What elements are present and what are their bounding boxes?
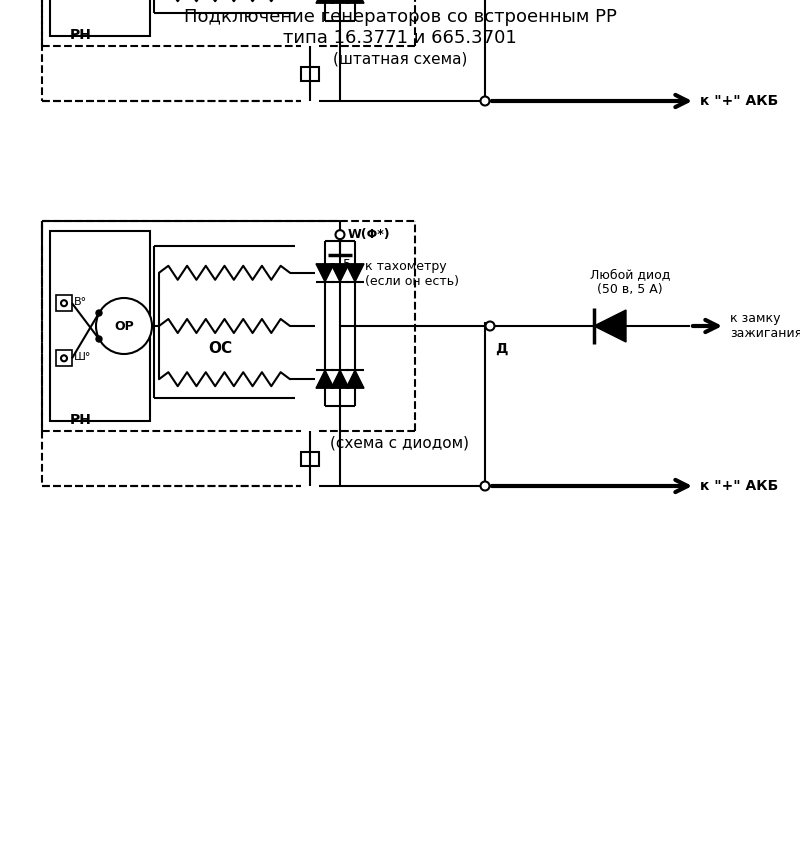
Text: В°: В° bbox=[74, 297, 87, 307]
Text: Лампа
"Зарядки нет"
5w 12v: Лампа "Зарядки нет" 5w 12v bbox=[541, 0, 630, 2]
Text: Подключение генераторов со встроенным РР: Подключение генераторов со встроенным РР bbox=[183, 8, 617, 26]
Polygon shape bbox=[346, 370, 364, 388]
Polygon shape bbox=[316, 264, 334, 282]
Text: к замку
зажигания: к замку зажигания bbox=[730, 312, 800, 340]
Circle shape bbox=[481, 482, 490, 490]
Text: Д: Д bbox=[495, 342, 507, 356]
Circle shape bbox=[335, 230, 345, 239]
Text: ОС: ОС bbox=[208, 341, 232, 357]
Text: Ш°: Ш° bbox=[74, 352, 91, 363]
Bar bbox=[56, 351, 72, 366]
Text: Любой диод
(50 в, 5 А): Любой диод (50 в, 5 А) bbox=[590, 268, 670, 296]
Text: к тахометру
(если он есть): к тахометру (если он есть) bbox=[365, 260, 459, 288]
Polygon shape bbox=[594, 310, 626, 342]
Bar bbox=[50, 0, 150, 36]
Polygon shape bbox=[331, 264, 349, 282]
Circle shape bbox=[96, 310, 102, 316]
Text: W(Φ*): W(Φ*) bbox=[348, 228, 390, 241]
Circle shape bbox=[61, 356, 67, 362]
Text: (схема с диодом): (схема с диодом) bbox=[330, 436, 470, 451]
Polygon shape bbox=[331, 0, 349, 3]
Text: ОР: ОР bbox=[114, 319, 134, 333]
Polygon shape bbox=[346, 0, 364, 3]
Text: РН: РН bbox=[70, 28, 92, 42]
Text: (штатная схема): (штатная схема) bbox=[333, 51, 467, 66]
Polygon shape bbox=[331, 370, 349, 388]
Circle shape bbox=[481, 96, 490, 106]
Circle shape bbox=[96, 336, 102, 342]
Bar bbox=[50, 231, 150, 421]
Bar bbox=[301, 66, 319, 81]
Circle shape bbox=[96, 298, 152, 354]
Polygon shape bbox=[316, 370, 334, 388]
Text: 5: 5 bbox=[343, 258, 351, 271]
Bar bbox=[301, 452, 319, 465]
Circle shape bbox=[61, 300, 67, 306]
Text: РН: РН bbox=[70, 413, 92, 427]
Text: типа 16.3771 и 665.3701: типа 16.3771 и 665.3701 bbox=[283, 29, 517, 47]
Bar bbox=[56, 295, 72, 311]
Circle shape bbox=[486, 322, 494, 330]
Text: к "+" АКБ: к "+" АКБ bbox=[700, 479, 778, 493]
Text: к "+" АКБ: к "+" АКБ bbox=[700, 94, 778, 108]
Polygon shape bbox=[346, 264, 364, 282]
Polygon shape bbox=[316, 0, 334, 3]
